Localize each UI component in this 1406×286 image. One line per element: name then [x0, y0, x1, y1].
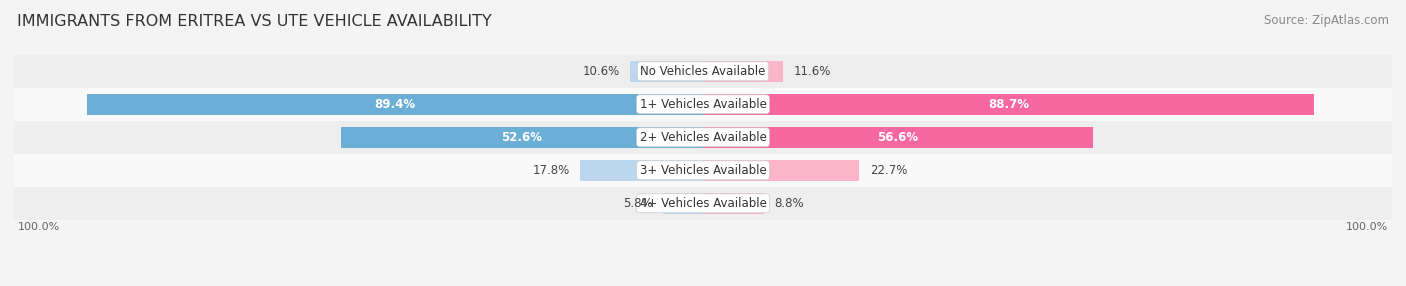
Text: 11.6%: 11.6%	[793, 65, 831, 78]
Text: 89.4%: 89.4%	[374, 98, 416, 111]
Text: 56.6%: 56.6%	[877, 131, 918, 144]
Text: 3+ Vehicles Available: 3+ Vehicles Available	[640, 164, 766, 177]
Text: 10.6%: 10.6%	[582, 65, 620, 78]
Bar	[703, 192, 763, 214]
Text: 100.0%: 100.0%	[1347, 223, 1389, 233]
Bar	[14, 187, 1392, 220]
Text: 5.8%: 5.8%	[623, 197, 652, 210]
Bar	[14, 55, 1392, 88]
Text: 2+ Vehicles Available: 2+ Vehicles Available	[640, 131, 766, 144]
Bar	[703, 126, 1092, 148]
Bar	[703, 61, 783, 82]
Text: 8.8%: 8.8%	[773, 197, 804, 210]
Bar	[630, 61, 703, 82]
Text: 17.8%: 17.8%	[533, 164, 569, 177]
Bar	[87, 94, 703, 115]
Bar	[340, 126, 703, 148]
Text: IMMIGRANTS FROM ERITREA VS UTE VEHICLE AVAILABILITY: IMMIGRANTS FROM ERITREA VS UTE VEHICLE A…	[17, 14, 492, 29]
Bar	[703, 94, 1315, 115]
Bar	[703, 160, 859, 181]
Text: 1+ Vehicles Available: 1+ Vehicles Available	[640, 98, 766, 111]
Text: 100.0%: 100.0%	[17, 223, 59, 233]
Text: Source: ZipAtlas.com: Source: ZipAtlas.com	[1264, 14, 1389, 27]
Bar	[14, 121, 1392, 154]
Text: 88.7%: 88.7%	[988, 98, 1029, 111]
Text: 52.6%: 52.6%	[502, 131, 543, 144]
Bar	[14, 154, 1392, 187]
Text: 4+ Vehicles Available: 4+ Vehicles Available	[640, 197, 766, 210]
Text: 22.7%: 22.7%	[870, 164, 907, 177]
Bar	[664, 192, 703, 214]
Bar	[581, 160, 703, 181]
Bar	[14, 88, 1392, 121]
Text: No Vehicles Available: No Vehicles Available	[640, 65, 766, 78]
